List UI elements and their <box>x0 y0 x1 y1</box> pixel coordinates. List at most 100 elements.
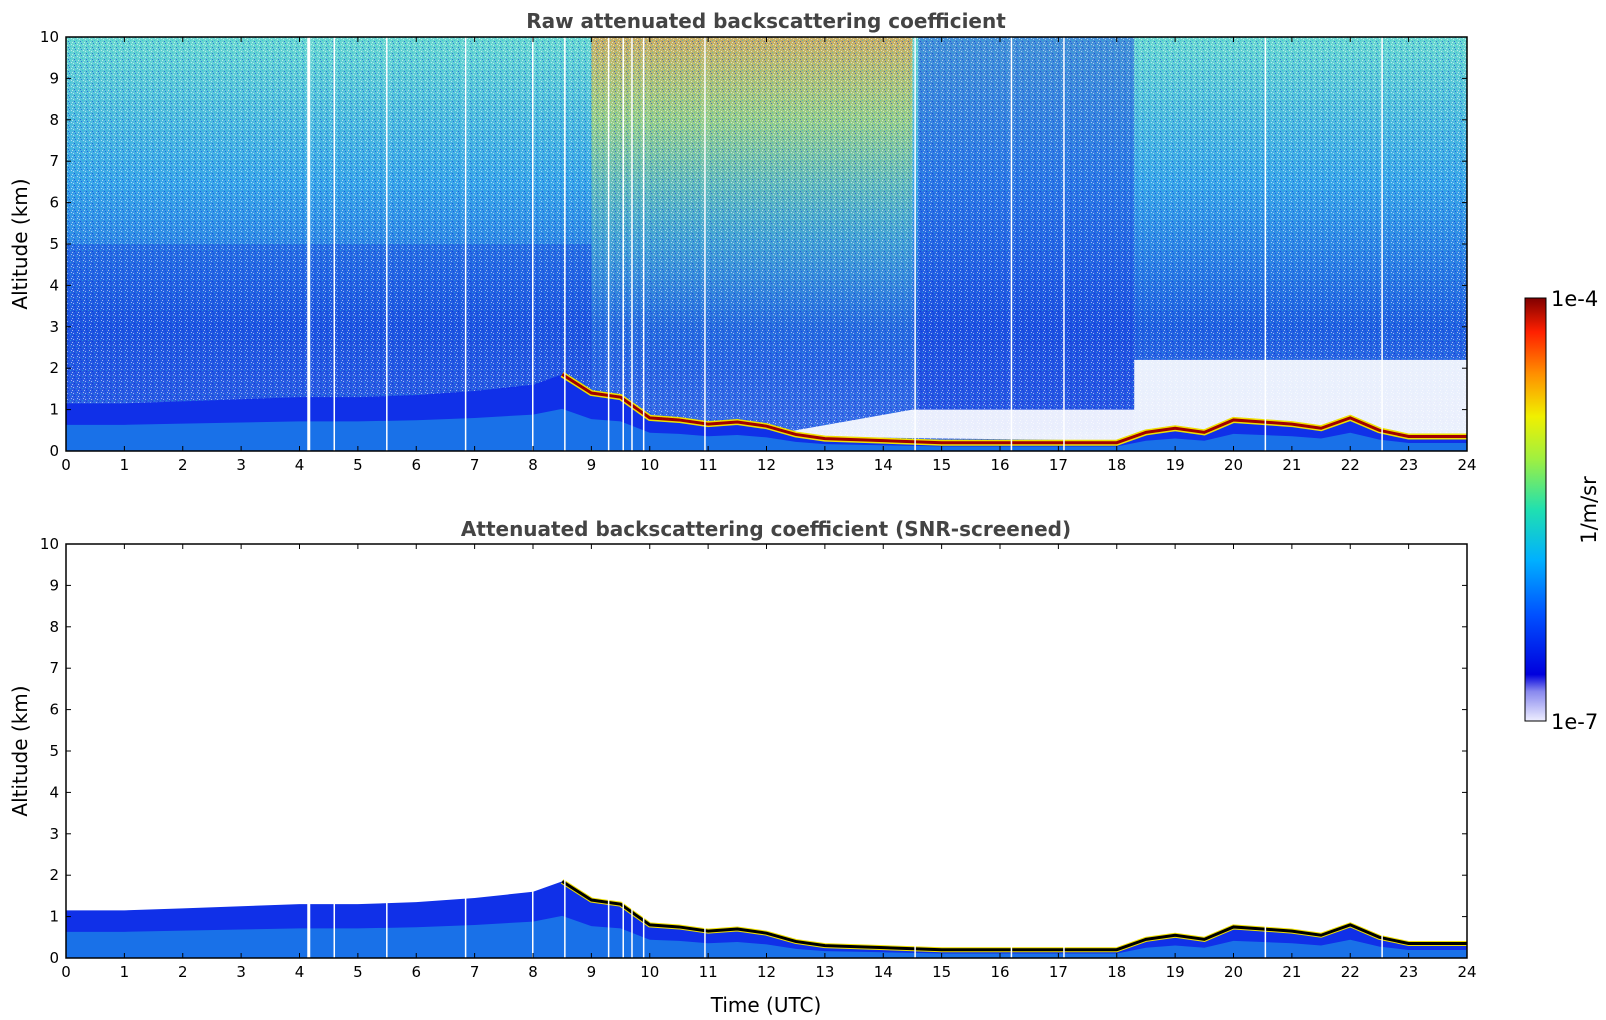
raw-x-tick-label: 8 <box>528 456 538 474</box>
snr-x-tick-label: 15 <box>932 963 951 981</box>
raw-x-tick-label: 23 <box>1399 456 1418 474</box>
snr-x-tick-label: 22 <box>1341 963 1360 981</box>
snr-x-tick-label: 11 <box>699 963 718 981</box>
snr-y-tick-label: 6 <box>49 701 59 719</box>
snr-gap <box>642 544 645 958</box>
snr-x-tick-label: 17 <box>1049 963 1068 981</box>
snr-y-axis: 0 1 2 3 4 5 6 7 8 9 10 <box>40 535 1467 967</box>
raw-gap <box>564 37 566 451</box>
raw-gap <box>1381 37 1383 451</box>
snr-data-gaps <box>307 544 1383 958</box>
snr-x-tick-label: 4 <box>295 963 305 981</box>
snr-boundary-layer-texture <box>66 915 1467 958</box>
raw-y-axis: 0 1 2 3 4 5 6 7 8 9 10 <box>40 28 1467 460</box>
raw-x-tick-label: 4 <box>295 456 305 474</box>
raw-y-tick-label: 7 <box>49 152 59 170</box>
snr-gap <box>607 544 610 958</box>
raw-gap <box>631 37 633 451</box>
snr-x-tick-label: 7 <box>470 963 480 981</box>
snr-x-tick-label: 19 <box>1166 963 1185 981</box>
snr-gap <box>704 544 706 958</box>
raw-x-tick-label: 12 <box>757 456 776 474</box>
raw-y-tick-label: 8 <box>49 111 59 129</box>
snr-x-tick-label: 8 <box>528 963 538 981</box>
snr-gap <box>307 544 311 958</box>
snr-gap <box>464 544 467 958</box>
raw-y-tick-label: 10 <box>40 28 59 46</box>
snr-x-tick-label: 14 <box>874 963 893 981</box>
raw-y-tick-label: 9 <box>49 69 59 87</box>
raw-x-tick-label: 11 <box>699 456 718 474</box>
raw-x-tick-label: 3 <box>236 456 246 474</box>
snr-y-tick-label: 3 <box>49 825 59 843</box>
snr-x-axis: 0 1 2 3 4 5 6 7 8 9 10 11 12 13 14 15 16 17 18 19 20 21 22 23 24 <box>61 544 1477 981</box>
colorbar-min-label: 1e-7 <box>1551 710 1598 734</box>
snr-panel-title: Attenuated backscattering coefficient (S… <box>461 517 1071 541</box>
raw-backscatter-panel: 0 1 2 3 4 5 6 7 8 9 10 11 12 13 14 15 16 17 18 19 20 21 22 23 24… <box>8 9 1477 474</box>
raw-gap <box>307 37 311 451</box>
raw-x-tick-label: 14 <box>874 456 893 474</box>
snr-x-tick-label: 10 <box>640 963 659 981</box>
raw-gap <box>607 37 610 451</box>
snr-x-tick-label: 18 <box>1107 963 1126 981</box>
raw-y-tick-label: 6 <box>49 194 59 212</box>
raw-data-gaps <box>307 37 1383 451</box>
snr-x-tick-label: 12 <box>757 963 776 981</box>
snr-x-tick-label: 1 <box>120 963 130 981</box>
raw-x-tick-label: 17 <box>1049 456 1068 474</box>
snr-x-tick-label: 16 <box>990 963 1009 981</box>
snr-gap <box>564 544 566 958</box>
snr-gap <box>532 544 534 958</box>
snr-x-tick-label: 6 <box>411 963 421 981</box>
raw-gap <box>1010 37 1013 451</box>
raw-gap <box>914 37 916 451</box>
snr-gap <box>622 544 624 958</box>
snr-x-tick-label: 2 <box>178 963 188 981</box>
colorbar: 1e-4 1e-7 1/m/sr <box>1524 287 1601 734</box>
snr-x-tick-label: 0 <box>61 963 71 981</box>
raw-backscatter-heatmap <box>66 37 1467 451</box>
raw-x-axis: 0 1 2 3 4 5 6 7 8 9 10 11 12 13 14 15 16 17 18 19 20 21 22 23 24 <box>61 37 1477 474</box>
snr-x-tick-label: 13 <box>815 963 834 981</box>
raw-gap <box>333 37 336 451</box>
snr-gap <box>631 544 633 958</box>
snr-gap <box>1063 544 1065 958</box>
raw-cloud-base-line <box>561 373 1467 445</box>
raw-y-axis-label: Altitude (km) <box>8 178 32 309</box>
snr-y-tick-label: 0 <box>49 949 59 967</box>
raw-x-tick-label: 24 <box>1457 456 1476 474</box>
raw-x-tick-label: 18 <box>1107 456 1126 474</box>
snr-x-tick-label: 23 <box>1399 963 1418 981</box>
colorbar-gradient <box>1524 297 1547 722</box>
snr-gap <box>386 544 388 958</box>
raw-x-tick-label: 21 <box>1282 456 1301 474</box>
raw-gap <box>1063 37 1065 451</box>
raw-y-tick-label: 5 <box>49 235 59 253</box>
raw-y-tick-label: 4 <box>49 276 59 294</box>
raw-boundary-layer-texture <box>66 408 1467 451</box>
snr-x-tick-label: 21 <box>1282 963 1301 981</box>
raw-y-tick-label: 0 <box>49 442 59 460</box>
raw-y-tick-label: 1 <box>49 401 59 419</box>
raw-x-tick-label: 1 <box>120 456 130 474</box>
snr-gap <box>914 544 916 958</box>
raw-x-tick-label: 20 <box>1224 456 1243 474</box>
raw-gap <box>704 37 706 451</box>
raw-x-tick-label: 15 <box>932 456 951 474</box>
raw-gap <box>386 37 388 451</box>
snr-y-tick-label: 5 <box>49 742 59 760</box>
snr-screened-heatmap <box>66 544 1467 958</box>
snr-x-tick-label: 5 <box>353 963 363 981</box>
snr-y-tick-label: 4 <box>49 783 59 801</box>
raw-panel-title: Raw attenuated backscattering coefficien… <box>526 9 1006 33</box>
snr-background <box>66 544 1467 958</box>
raw-clear-below-cloud-region <box>784 359 1467 441</box>
raw-x-tick-label: 13 <box>815 456 834 474</box>
snr-gap <box>333 544 336 958</box>
raw-gap <box>464 37 467 451</box>
snr-y-tick-label: 9 <box>49 576 59 594</box>
raw-x-tick-label: 2 <box>178 456 188 474</box>
raw-x-tick-label: 22 <box>1341 456 1360 474</box>
snr-y-tick-label: 10 <box>40 535 59 553</box>
